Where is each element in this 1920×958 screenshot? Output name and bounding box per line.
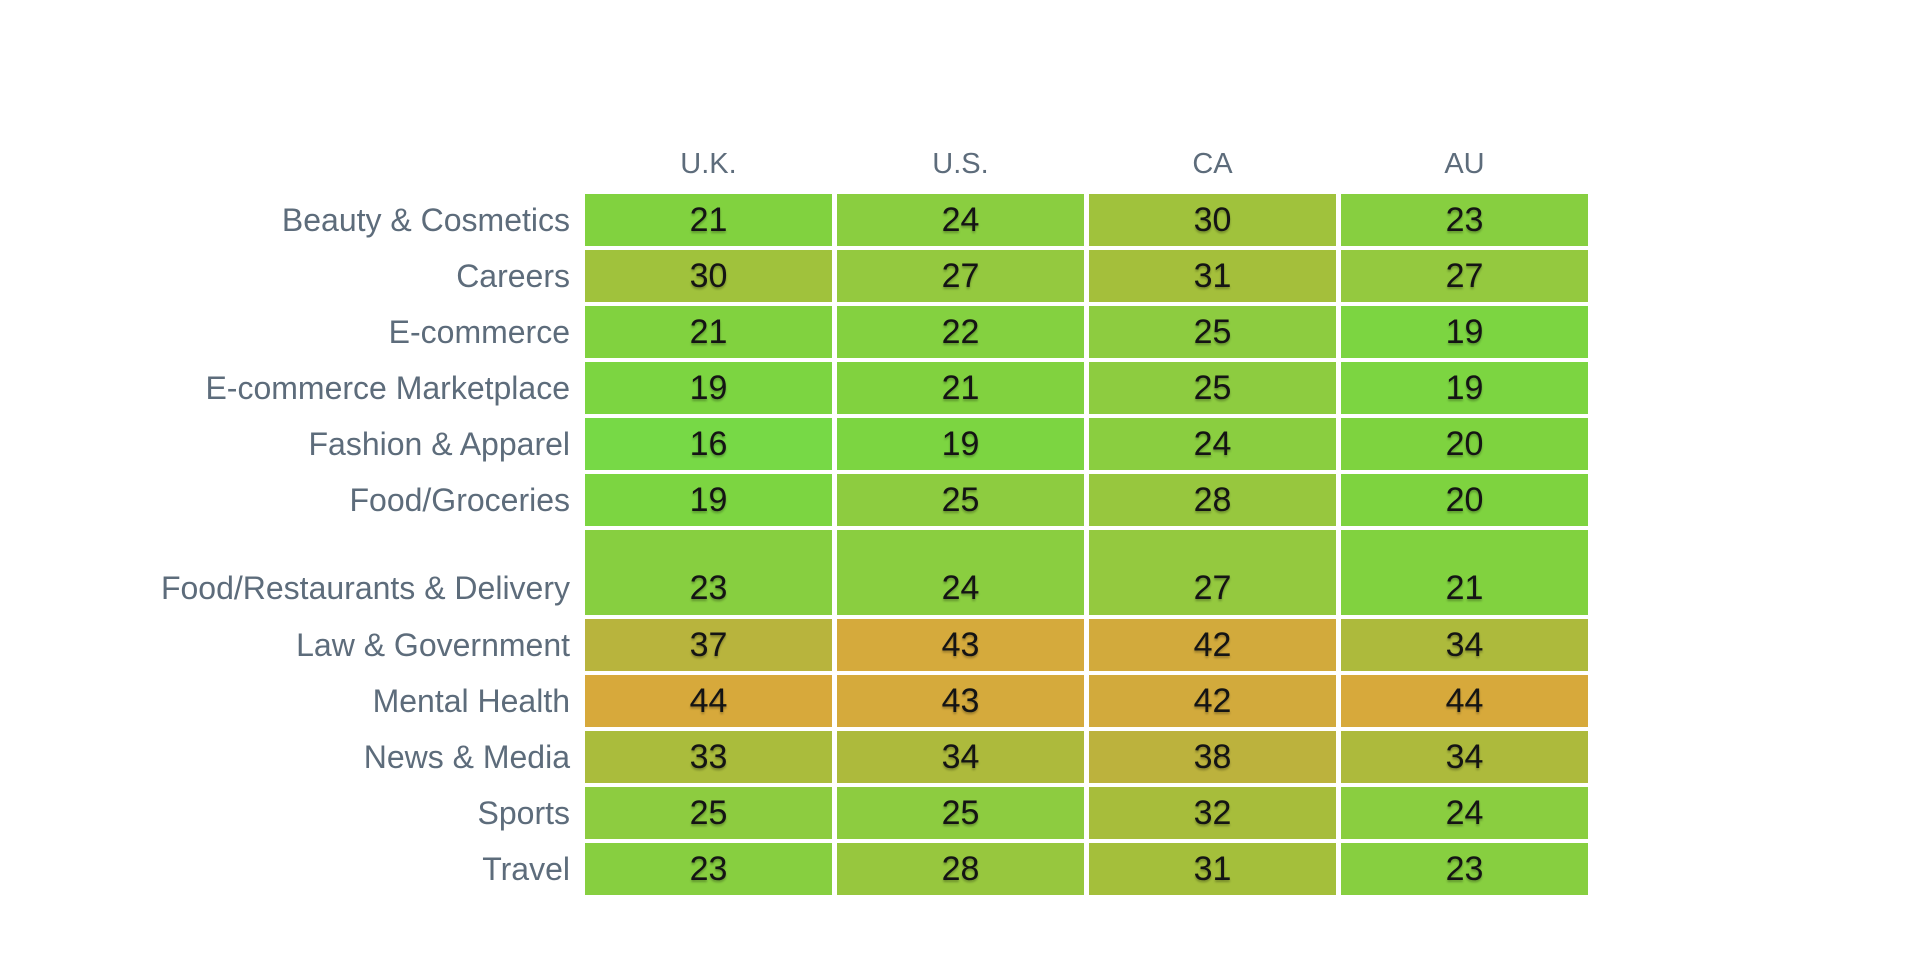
heatmap-cell: 20 xyxy=(1341,474,1588,526)
heatmap-cell: 30 xyxy=(585,250,832,302)
heatmap-cell: 23 xyxy=(1341,194,1588,246)
heatmap-cell: 34 xyxy=(1341,619,1588,671)
heatmap-cell: 25 xyxy=(585,787,832,839)
heatmap-cell: 21 xyxy=(1341,530,1588,615)
heatmap-cell: 43 xyxy=(837,619,1084,671)
heatmap-cell: 24 xyxy=(1341,787,1588,839)
heatmap-cell: 22 xyxy=(837,306,1084,358)
heatmap-cell: 25 xyxy=(1089,306,1336,358)
heatmap-cell: 43 xyxy=(837,675,1084,727)
heatmap-cell: 44 xyxy=(1341,675,1588,727)
heatmap-cell: 19 xyxy=(585,362,832,414)
heatmap-cell: 24 xyxy=(1089,418,1336,470)
row-label: Careers xyxy=(456,257,570,294)
heatmap-cell: 42 xyxy=(1089,675,1336,727)
row-label: E-commerce xyxy=(388,313,570,350)
row-label: Fashion & Apparel xyxy=(308,425,571,462)
heatmap-cell: 23 xyxy=(585,843,832,895)
heatmap-cell: 42 xyxy=(1089,619,1336,671)
heatmap-cell: 31 xyxy=(1089,843,1336,895)
heatmap-cell: 28 xyxy=(1089,474,1336,526)
heatmap-cell: 38 xyxy=(1089,731,1336,783)
heatmap-cell: 25 xyxy=(837,787,1084,839)
heatmap-cell: 30 xyxy=(1089,194,1336,246)
row-label: Sports xyxy=(477,794,570,831)
row-label: News & Media xyxy=(363,738,570,775)
heatmap-cell: 31 xyxy=(1089,250,1336,302)
heatmap-cell: 21 xyxy=(837,362,1084,414)
heatmap-cell: 16 xyxy=(585,418,832,470)
heatmap-cell: 37 xyxy=(585,619,832,671)
heatmap-cell: 27 xyxy=(1341,250,1588,302)
heatmap-cell: 20 xyxy=(1341,418,1588,470)
row-label: Law & Government xyxy=(296,626,570,663)
heatmap-cell: 32 xyxy=(1089,787,1336,839)
heatmap-cell: 25 xyxy=(1089,362,1336,414)
row-label: Food/Groceries xyxy=(349,481,570,518)
row-label: Mental Health xyxy=(372,682,570,719)
heatmap-table: U.K. U.S. CA AU Beauty & Cosmetics 21 24 30 23 Ca… xyxy=(0,138,1588,895)
row-label: Travel xyxy=(482,850,570,887)
heatmap-cell: 34 xyxy=(837,731,1084,783)
heatmap-cell: 23 xyxy=(585,530,832,615)
corner-spacer xyxy=(0,138,580,190)
heatmap-cell: 19 xyxy=(585,474,832,526)
heatmap-cell: 34 xyxy=(1341,731,1588,783)
col-header-1: U.S. xyxy=(932,147,989,180)
heatmap-cell: 21 xyxy=(585,306,832,358)
heatmap-cell: 44 xyxy=(585,675,832,727)
col-header-3: AU xyxy=(1444,147,1485,180)
row-label: Beauty & Cosmetics xyxy=(281,201,570,238)
heatmap-cell: 24 xyxy=(837,194,1084,246)
heatmap-cell: 21 xyxy=(585,194,832,246)
heatmap-cell: 23 xyxy=(1341,843,1588,895)
heatmap-cell: 27 xyxy=(837,250,1084,302)
heatmap-cell: 19 xyxy=(1341,362,1588,414)
heatmap-cell: 28 xyxy=(837,843,1084,895)
heatmap-cell: 27 xyxy=(1089,530,1336,615)
col-header-0: U.K. xyxy=(680,147,737,180)
heatmap-cell: 25 xyxy=(837,474,1084,526)
row-label: E-commerce Marketplace xyxy=(205,369,570,406)
heatmap-cell: 33 xyxy=(585,731,832,783)
col-header-2: CA xyxy=(1192,147,1233,180)
heatmap-cell: 19 xyxy=(837,418,1084,470)
heatmap-cell: 24 xyxy=(837,530,1084,615)
heatmap-cell: 19 xyxy=(1341,306,1588,358)
row-label: Food/Restaurants & Delivery xyxy=(160,570,570,606)
